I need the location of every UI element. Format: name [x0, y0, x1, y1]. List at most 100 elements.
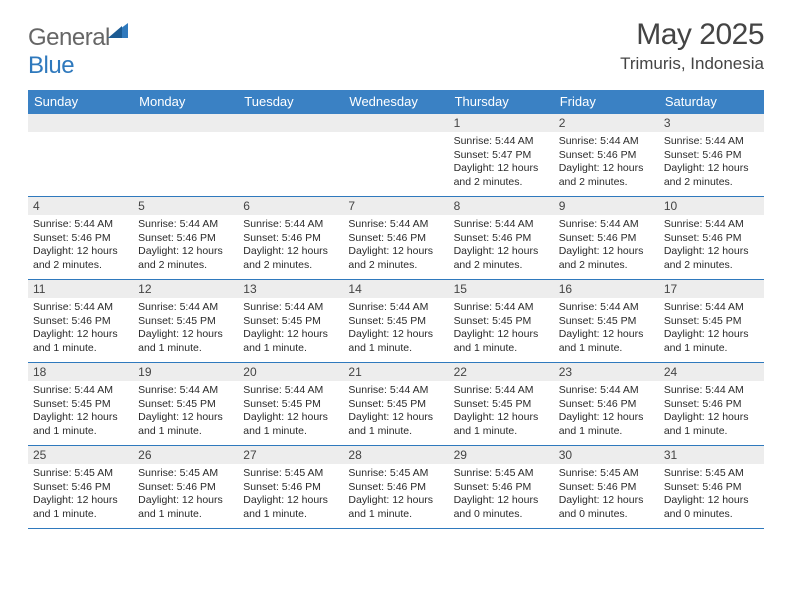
day-number: 8: [449, 197, 554, 215]
brand-logo: GeneralBlue: [28, 18, 132, 80]
day-number: 3: [659, 114, 764, 132]
day-details: Sunrise: 5:44 AMSunset: 5:45 PMDaylight:…: [449, 381, 554, 443]
calendar-day: 3Sunrise: 5:44 AMSunset: 5:46 PMDaylight…: [659, 114, 764, 196]
day-details: Sunrise: 5:45 AMSunset: 5:46 PMDaylight:…: [554, 464, 659, 526]
calendar-week: 25Sunrise: 5:45 AMSunset: 5:46 PMDayligh…: [28, 446, 764, 529]
day-number: 2: [554, 114, 659, 132]
day-details: Sunrise: 5:44 AMSunset: 5:46 PMDaylight:…: [343, 215, 448, 277]
month-title: May 2025: [620, 18, 764, 52]
day-number: 5: [133, 197, 238, 215]
day-details: Sunrise: 5:44 AMSunset: 5:46 PMDaylight:…: [28, 298, 133, 360]
calendar-day: 2Sunrise: 5:44 AMSunset: 5:46 PMDaylight…: [554, 114, 659, 196]
weekday-wednesday: Wednesday: [343, 90, 448, 114]
day-details: Sunrise: 5:44 AMSunset: 5:46 PMDaylight:…: [133, 215, 238, 277]
day-number: 16: [554, 280, 659, 298]
day-details: Sunrise: 5:45 AMSunset: 5:46 PMDaylight:…: [659, 464, 764, 526]
day-number: [343, 114, 448, 132]
day-details: Sunrise: 5:44 AMSunset: 5:46 PMDaylight:…: [659, 132, 764, 194]
day-number: 14: [343, 280, 448, 298]
brand-text: GeneralBlue: [28, 24, 132, 80]
calendar-day: 31Sunrise: 5:45 AMSunset: 5:46 PMDayligh…: [659, 446, 764, 528]
calendar-week: 1Sunrise: 5:44 AMSunset: 5:47 PMDaylight…: [28, 114, 764, 197]
day-details: Sunrise: 5:44 AMSunset: 5:45 PMDaylight:…: [133, 298, 238, 360]
calendar-day: 6Sunrise: 5:44 AMSunset: 5:46 PMDaylight…: [238, 197, 343, 279]
day-details: Sunrise: 5:44 AMSunset: 5:46 PMDaylight:…: [659, 381, 764, 443]
calendar-day: [28, 114, 133, 196]
calendar-grid: 1Sunrise: 5:44 AMSunset: 5:47 PMDaylight…: [28, 114, 764, 529]
calendar-day: 9Sunrise: 5:44 AMSunset: 5:46 PMDaylight…: [554, 197, 659, 279]
day-number: 31: [659, 446, 764, 464]
calendar-day: 7Sunrise: 5:44 AMSunset: 5:46 PMDaylight…: [343, 197, 448, 279]
day-details: Sunrise: 5:44 AMSunset: 5:45 PMDaylight:…: [554, 298, 659, 360]
brand-sail-icon: [108, 18, 130, 45]
day-details: Sunrise: 5:45 AMSunset: 5:46 PMDaylight:…: [343, 464, 448, 526]
calendar-day: 28Sunrise: 5:45 AMSunset: 5:46 PMDayligh…: [343, 446, 448, 528]
day-number: 9: [554, 197, 659, 215]
day-details: Sunrise: 5:44 AMSunset: 5:45 PMDaylight:…: [449, 298, 554, 360]
day-details: Sunrise: 5:44 AMSunset: 5:45 PMDaylight:…: [238, 298, 343, 360]
calendar-day: 18Sunrise: 5:44 AMSunset: 5:45 PMDayligh…: [28, 363, 133, 445]
calendar-day: 17Sunrise: 5:44 AMSunset: 5:45 PMDayligh…: [659, 280, 764, 362]
day-number: 13: [238, 280, 343, 298]
day-details: Sunrise: 5:44 AMSunset: 5:46 PMDaylight:…: [28, 215, 133, 277]
day-number: 24: [659, 363, 764, 381]
calendar-day: 5Sunrise: 5:44 AMSunset: 5:46 PMDaylight…: [133, 197, 238, 279]
calendar-day: 19Sunrise: 5:44 AMSunset: 5:45 PMDayligh…: [133, 363, 238, 445]
weekday-monday: Monday: [133, 90, 238, 114]
day-details: Sunrise: 5:45 AMSunset: 5:46 PMDaylight:…: [449, 464, 554, 526]
calendar-day: 16Sunrise: 5:44 AMSunset: 5:45 PMDayligh…: [554, 280, 659, 362]
brand-part2: Blue: [28, 52, 74, 79]
calendar-day: [133, 114, 238, 196]
day-number: 21: [343, 363, 448, 381]
location-label: Trimuris, Indonesia: [620, 54, 764, 74]
weekday-thursday: Thursday: [449, 90, 554, 114]
calendar-day: 1Sunrise: 5:44 AMSunset: 5:47 PMDaylight…: [449, 114, 554, 196]
calendar-day: 8Sunrise: 5:44 AMSunset: 5:46 PMDaylight…: [449, 197, 554, 279]
day-details: Sunrise: 5:44 AMSunset: 5:46 PMDaylight:…: [238, 215, 343, 277]
day-number: 19: [133, 363, 238, 381]
calendar-day: 26Sunrise: 5:45 AMSunset: 5:46 PMDayligh…: [133, 446, 238, 528]
day-details: Sunrise: 5:44 AMSunset: 5:46 PMDaylight:…: [554, 381, 659, 443]
calendar-day: 11Sunrise: 5:44 AMSunset: 5:46 PMDayligh…: [28, 280, 133, 362]
day-number: 10: [659, 197, 764, 215]
calendar-day: 14Sunrise: 5:44 AMSunset: 5:45 PMDayligh…: [343, 280, 448, 362]
day-number: 4: [28, 197, 133, 215]
day-number: 28: [343, 446, 448, 464]
calendar-day: 23Sunrise: 5:44 AMSunset: 5:46 PMDayligh…: [554, 363, 659, 445]
weekday-tuesday: Tuesday: [238, 90, 343, 114]
calendar-day: 22Sunrise: 5:44 AMSunset: 5:45 PMDayligh…: [449, 363, 554, 445]
day-number: 11: [28, 280, 133, 298]
calendar: Sunday Monday Tuesday Wednesday Thursday…: [28, 90, 764, 529]
calendar-day: [343, 114, 448, 196]
day-details: Sunrise: 5:44 AMSunset: 5:45 PMDaylight:…: [28, 381, 133, 443]
day-details: Sunrise: 5:44 AMSunset: 5:46 PMDaylight:…: [554, 132, 659, 194]
day-details: Sunrise: 5:44 AMSunset: 5:45 PMDaylight:…: [343, 381, 448, 443]
calendar-day: 30Sunrise: 5:45 AMSunset: 5:46 PMDayligh…: [554, 446, 659, 528]
calendar-day: [238, 114, 343, 196]
title-block: May 2025 Trimuris, Indonesia: [620, 18, 764, 74]
weekday-saturday: Saturday: [659, 90, 764, 114]
calendar-day: 12Sunrise: 5:44 AMSunset: 5:45 PMDayligh…: [133, 280, 238, 362]
day-details: Sunrise: 5:44 AMSunset: 5:46 PMDaylight:…: [449, 215, 554, 277]
day-details: Sunrise: 5:44 AMSunset: 5:46 PMDaylight:…: [659, 215, 764, 277]
calendar-page: GeneralBlue May 2025 Trimuris, Indonesia…: [0, 0, 792, 529]
weekday-header: Sunday Monday Tuesday Wednesday Thursday…: [28, 90, 764, 114]
day-details: Sunrise: 5:45 AMSunset: 5:46 PMDaylight:…: [28, 464, 133, 526]
calendar-week: 11Sunrise: 5:44 AMSunset: 5:46 PMDayligh…: [28, 280, 764, 363]
day-number: 27: [238, 446, 343, 464]
day-number: 12: [133, 280, 238, 298]
day-details: Sunrise: 5:44 AMSunset: 5:47 PMDaylight:…: [449, 132, 554, 194]
day-number: 30: [554, 446, 659, 464]
day-details: Sunrise: 5:44 AMSunset: 5:45 PMDaylight:…: [238, 381, 343, 443]
day-details: Sunrise: 5:44 AMSunset: 5:46 PMDaylight:…: [554, 215, 659, 277]
day-number: 20: [238, 363, 343, 381]
calendar-day: 24Sunrise: 5:44 AMSunset: 5:46 PMDayligh…: [659, 363, 764, 445]
day-details: Sunrise: 5:45 AMSunset: 5:46 PMDaylight:…: [238, 464, 343, 526]
calendar-day: 15Sunrise: 5:44 AMSunset: 5:45 PMDayligh…: [449, 280, 554, 362]
day-details: Sunrise: 5:44 AMSunset: 5:45 PMDaylight:…: [343, 298, 448, 360]
weekday-sunday: Sunday: [28, 90, 133, 114]
day-number: [28, 114, 133, 132]
weekday-friday: Friday: [554, 90, 659, 114]
day-number: 7: [343, 197, 448, 215]
calendar-day: 25Sunrise: 5:45 AMSunset: 5:46 PMDayligh…: [28, 446, 133, 528]
